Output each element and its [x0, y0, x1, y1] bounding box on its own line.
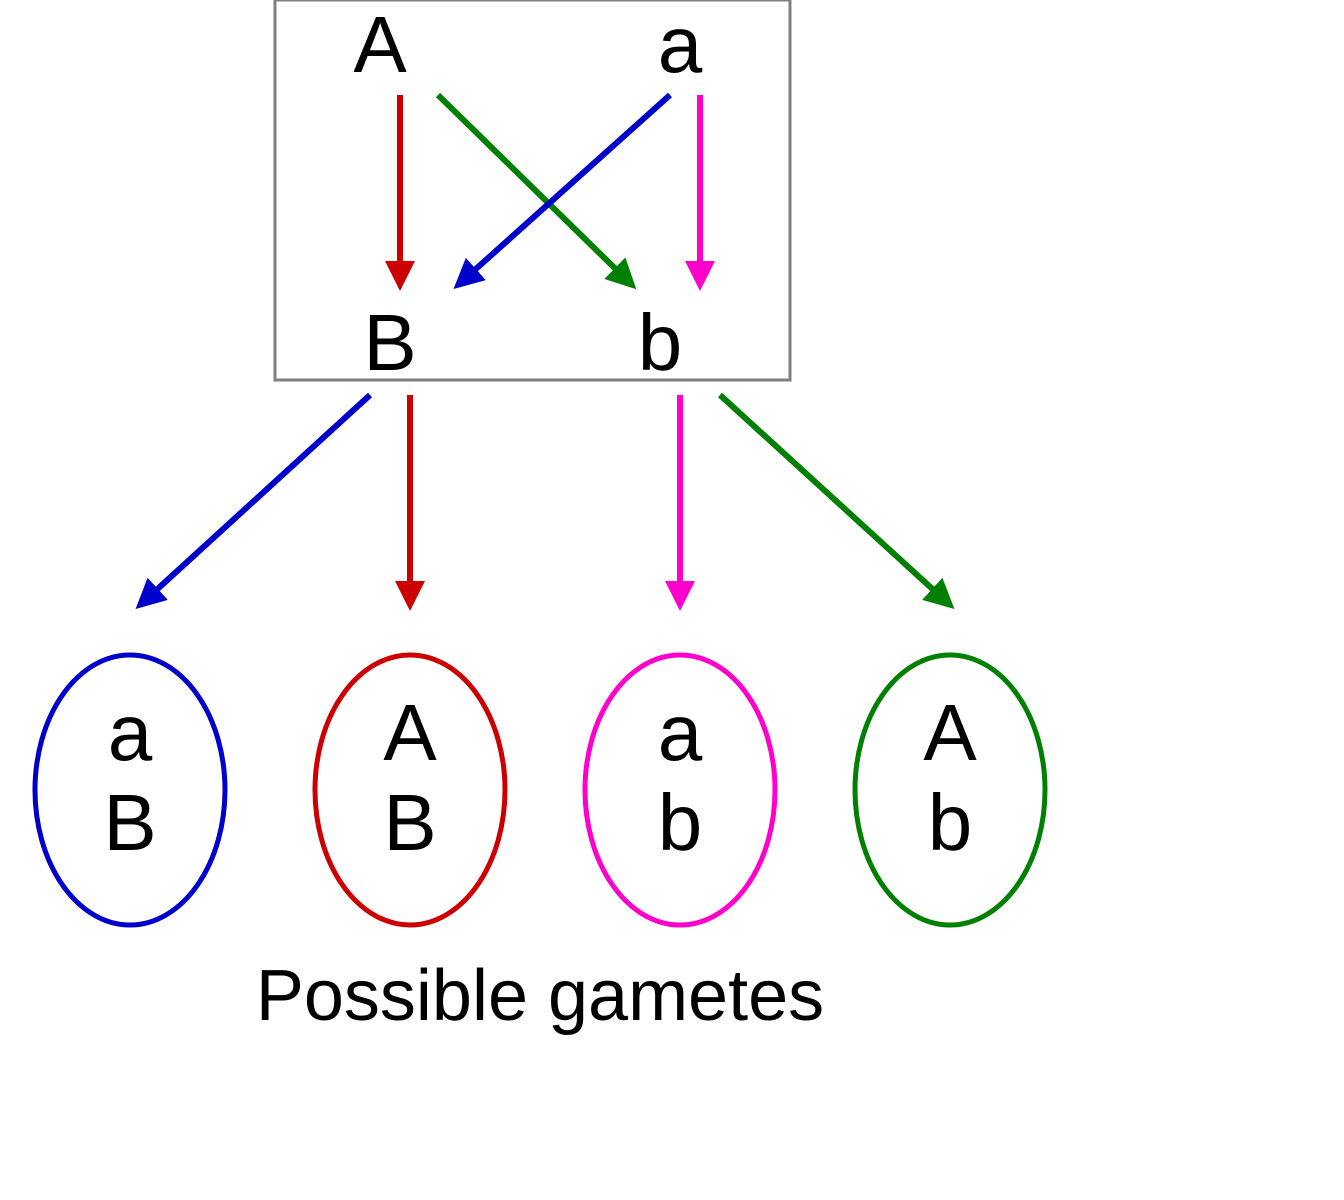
gamete-diagram: AaBbaBABabAbPossible gametes — [0, 0, 1344, 1200]
diagram-title: Possible gametes — [256, 956, 824, 1036]
gamete-aB-line1: a — [108, 688, 153, 777]
allele-A: A — [353, 0, 407, 89]
allele-B: B — [363, 298, 416, 387]
gamete-AB-line2: B — [383, 778, 436, 867]
gamete-Ab-line2: b — [928, 778, 973, 867]
gamete-AB-line1: A — [383, 688, 437, 777]
allele-b: b — [638, 298, 683, 387]
gamete-ab-line1: a — [658, 688, 703, 777]
allele-a: a — [658, 0, 703, 89]
gamete-aB-line2: B — [103, 778, 156, 867]
gamete-Ab-line1: A — [923, 688, 977, 777]
gamete-ab-line2: b — [658, 778, 703, 867]
